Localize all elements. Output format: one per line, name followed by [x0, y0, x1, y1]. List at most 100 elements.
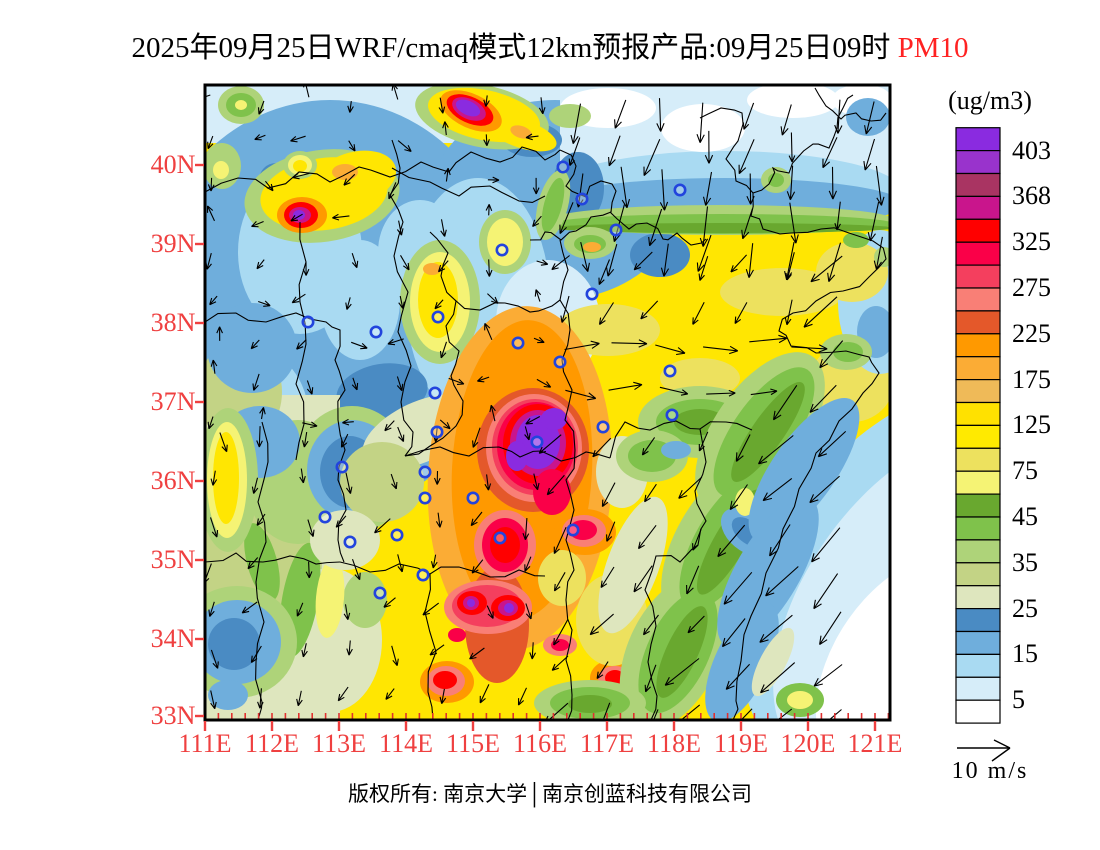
- legend-colorbar: [955, 127, 1001, 724]
- contour-region: [235, 100, 247, 110]
- wind-arrow: [398, 295, 405, 309]
- wind-arrow: [440, 219, 447, 237]
- wind-arrow: [290, 135, 306, 143]
- wind-arrow: [834, 201, 841, 231]
- wind-arrow: [648, 208, 663, 247]
- title-text: 2025年09月25日WRF/cmaq模式12km预报产品:09月25日09时: [131, 32, 891, 64]
- legend-cell: [955, 218, 1001, 243]
- city-marker: [511, 336, 525, 350]
- wind-arrow: [735, 434, 751, 462]
- wind-arrow: [620, 166, 631, 209]
- lon-label: 121E: [847, 729, 903, 758]
- city-marker: [416, 568, 430, 582]
- wind-arrow: [209, 517, 219, 538]
- wind-arrow: [633, 251, 653, 271]
- contour-region: [815, 550, 890, 720]
- wind-arrow: [210, 649, 219, 669]
- wind-arrow: [546, 474, 565, 496]
- wind-arrow: [442, 121, 449, 136]
- contour-region: [208, 618, 260, 670]
- wind-arrow: [532, 473, 540, 491]
- wind-arrow: [397, 554, 404, 573]
- city-marker: [301, 315, 315, 329]
- contour-region: [751, 627, 795, 697]
- wind-arrow: [809, 384, 837, 413]
- city-marker: [530, 435, 544, 449]
- wind-arrow: [351, 341, 368, 350]
- city-marker: [556, 160, 570, 174]
- map-border: [203, 83, 892, 722]
- wind-arrow: [606, 243, 618, 277]
- wind-arrow: [809, 475, 840, 504]
- wind-arrow: [241, 601, 258, 614]
- wind-arrow: [692, 302, 705, 325]
- wind-arrow: [789, 202, 799, 244]
- wind-arrow: [384, 420, 395, 432]
- wind-arrow: [335, 515, 347, 528]
- wind-arrow: [600, 566, 615, 589]
- wind-arrow: [692, 528, 702, 551]
- wind-arrow: [290, 213, 303, 222]
- legend-cell: [955, 653, 1001, 678]
- wind-arrow: [785, 252, 795, 281]
- lon-label: 116E: [513, 729, 567, 758]
- wind-arrow: [533, 337, 545, 344]
- wind-arrow: [580, 241, 590, 272]
- wind-arrow: [250, 645, 262, 664]
- wind-arrow: [210, 359, 218, 374]
- lat-label: 38N: [150, 308, 196, 337]
- wind-arrow: [207, 416, 215, 430]
- lon-label: 120E: [780, 729, 836, 758]
- wind-arrow: [659, 169, 669, 211]
- legend-cell: [955, 699, 1001, 724]
- wind-arrow: [863, 138, 876, 171]
- wind-arrow: [388, 182, 397, 200]
- wind-arrow: [471, 559, 484, 574]
- wind-arrow: [655, 344, 686, 356]
- contour-region: [208, 680, 248, 710]
- wind-arrow: [788, 132, 796, 163]
- legend-cell: [955, 241, 1001, 266]
- wind-arrow: [219, 432, 228, 453]
- wind-arrow: [704, 130, 714, 164]
- wind-arrow: [351, 253, 359, 269]
- wind-scale-label: 10 m/s: [951, 758, 1029, 784]
- map-content: [205, 85, 890, 720]
- wind-arrow: [721, 618, 746, 648]
- legend-value: 75: [1012, 456, 1038, 486]
- wind-arrow: [525, 416, 541, 425]
- wind-arrow: [397, 426, 405, 442]
- contour-region: [549, 104, 591, 128]
- wind-arrow: [487, 176, 500, 184]
- wind-arrow: [422, 602, 440, 616]
- wind-arrow: [560, 295, 570, 323]
- wind-arrow: [644, 483, 657, 503]
- wind-arrow: [483, 95, 490, 107]
- wind-arrow: [345, 297, 352, 310]
- wind-arrow: [828, 166, 838, 200]
- wind-arrow: [551, 655, 569, 671]
- wind-arrow: [660, 243, 670, 277]
- wind-arrow: [786, 165, 796, 201]
- wind-arrow: [536, 259, 549, 266]
- legend-value: 368: [1012, 181, 1051, 211]
- province-border: [205, 552, 341, 565]
- wind-arrow: [484, 474, 492, 491]
- wind-arrow: [291, 293, 306, 304]
- wind-arrow: [400, 255, 410, 271]
- wind-arrow: [254, 134, 266, 141]
- wind-arrow: [592, 437, 612, 458]
- wind-arrow: [545, 702, 569, 720]
- contour-region: [541, 177, 565, 233]
- contour-region: [332, 164, 358, 180]
- wind-arrow: [538, 434, 562, 454]
- contour-region: [343, 572, 387, 628]
- wind-arrow: [819, 340, 844, 369]
- city-marker: [553, 355, 567, 369]
- wind-arrow: [485, 259, 493, 277]
- city-marker: [596, 420, 610, 434]
- wind-arrow: [256, 513, 266, 526]
- wind-arrow: [703, 345, 739, 355]
- contour-region: [487, 218, 523, 266]
- wind-arrow: [439, 688, 447, 705]
